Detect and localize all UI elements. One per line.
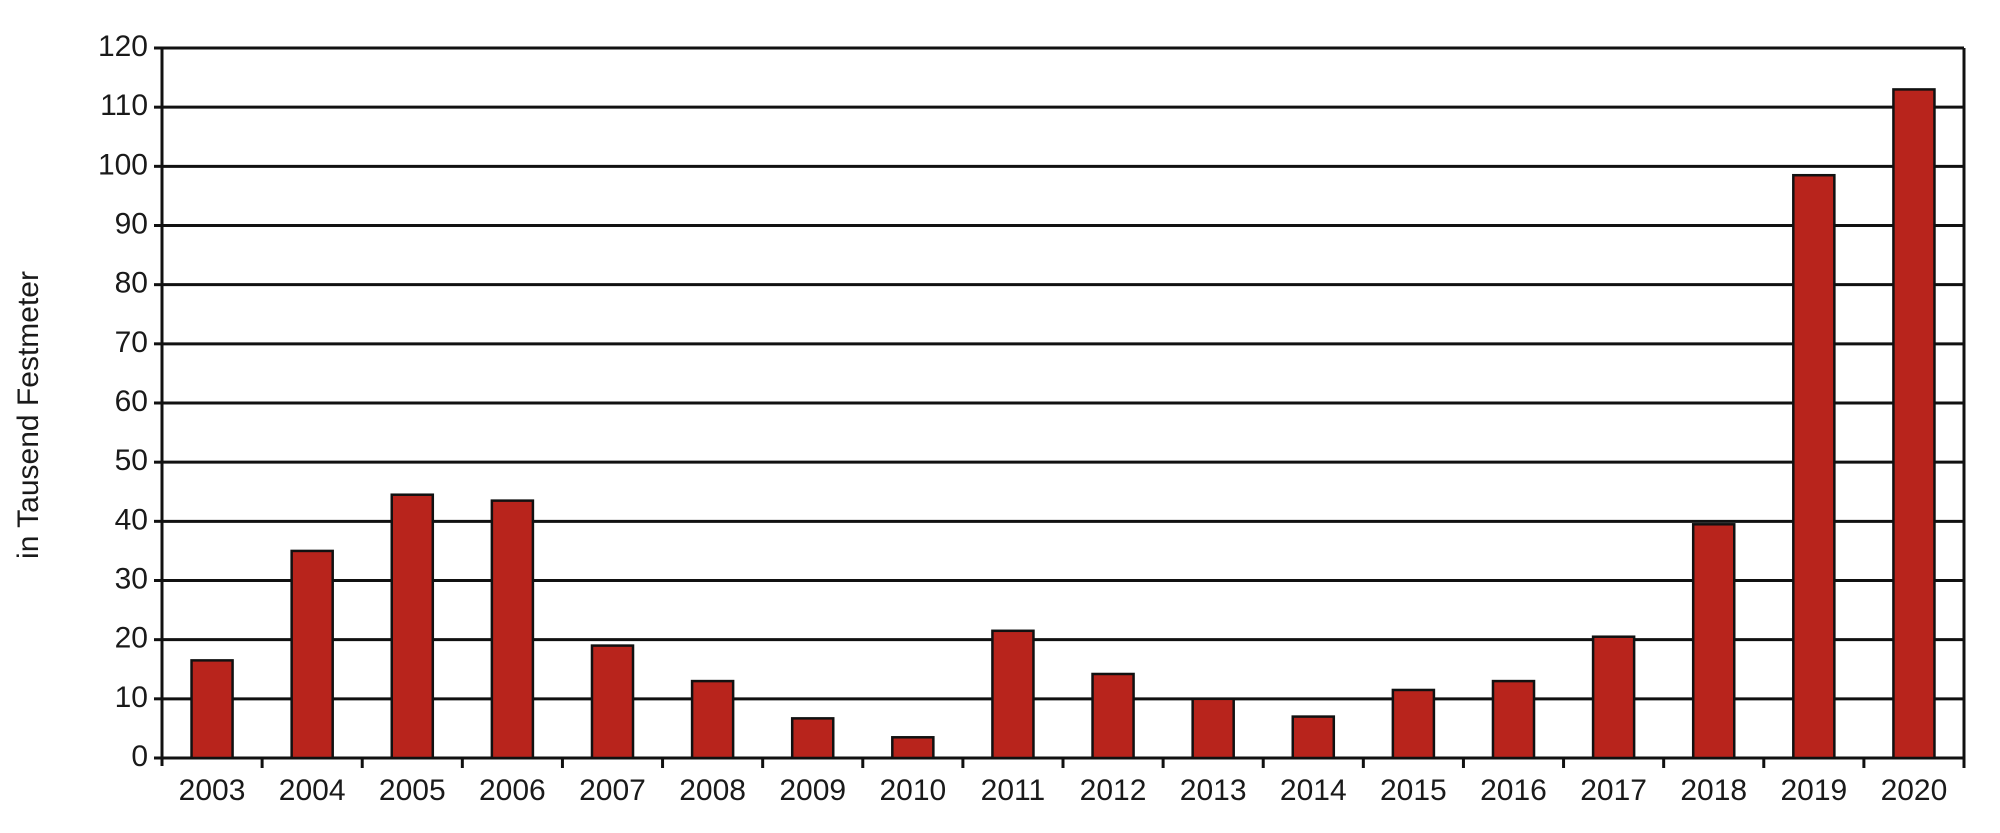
x-tick-label: 2009	[779, 774, 846, 807]
bar	[991, 629, 1035, 760]
y-tick-label: 90	[115, 207, 148, 240]
y-tick-label: 70	[115, 326, 148, 359]
x-tick-label: 2019	[1780, 774, 1847, 807]
x-tick-label: 2006	[479, 774, 546, 807]
x-tick-label: 2018	[1680, 774, 1747, 807]
bar	[1391, 688, 1436, 760]
x-tick-label: 2008	[679, 774, 746, 807]
x-tick-label: 2016	[1480, 774, 1547, 807]
y-tick-label: 100	[98, 148, 148, 181]
y-tick-label: 10	[115, 681, 148, 714]
x-tick-label: 2005	[379, 774, 446, 807]
bar	[1892, 88, 1936, 760]
y-tick-label: 30	[115, 562, 148, 595]
bar	[590, 644, 635, 760]
y-tick-label: 40	[115, 503, 148, 536]
bar	[1691, 523, 1736, 760]
bar	[790, 717, 835, 760]
bar	[490, 499, 535, 760]
x-tick-label: 2015	[1380, 774, 1447, 807]
y-tick-label: 120	[98, 30, 148, 63]
x-tick-label: 2010	[879, 774, 946, 807]
bar	[1191, 697, 1235, 760]
bar	[1291, 715, 1336, 760]
y-tick-label: 20	[115, 622, 148, 655]
x-tick-label: 2004	[279, 774, 346, 807]
y-tick-label: 60	[115, 385, 148, 418]
bar	[290, 549, 334, 760]
y-axis-label: in Tausend Festmeter	[12, 271, 45, 559]
x-tick-label: 2007	[579, 774, 646, 807]
x-tick-label: 2014	[1280, 774, 1347, 807]
x-tick-label: 2003	[179, 774, 246, 807]
x-tick-label: 2012	[1080, 774, 1147, 807]
x-tick-label: 2017	[1580, 774, 1647, 807]
y-tick-label: 0	[131, 740, 148, 773]
bar	[1091, 672, 1135, 760]
x-tick-label: 2013	[1180, 774, 1247, 807]
bar	[1591, 635, 1636, 760]
bar	[891, 736, 935, 760]
y-tick-label: 80	[115, 267, 148, 300]
y-tick-label: 50	[115, 444, 148, 477]
bar	[1491, 679, 1536, 760]
x-tick-label: 2020	[1881, 774, 1948, 807]
bar	[190, 659, 234, 760]
y-tick-label: 110	[100, 89, 148, 122]
bar	[1792, 173, 1836, 760]
x-tick-label: 2011	[981, 774, 1046, 807]
bar	[390, 493, 435, 760]
bar	[690, 679, 735, 760]
